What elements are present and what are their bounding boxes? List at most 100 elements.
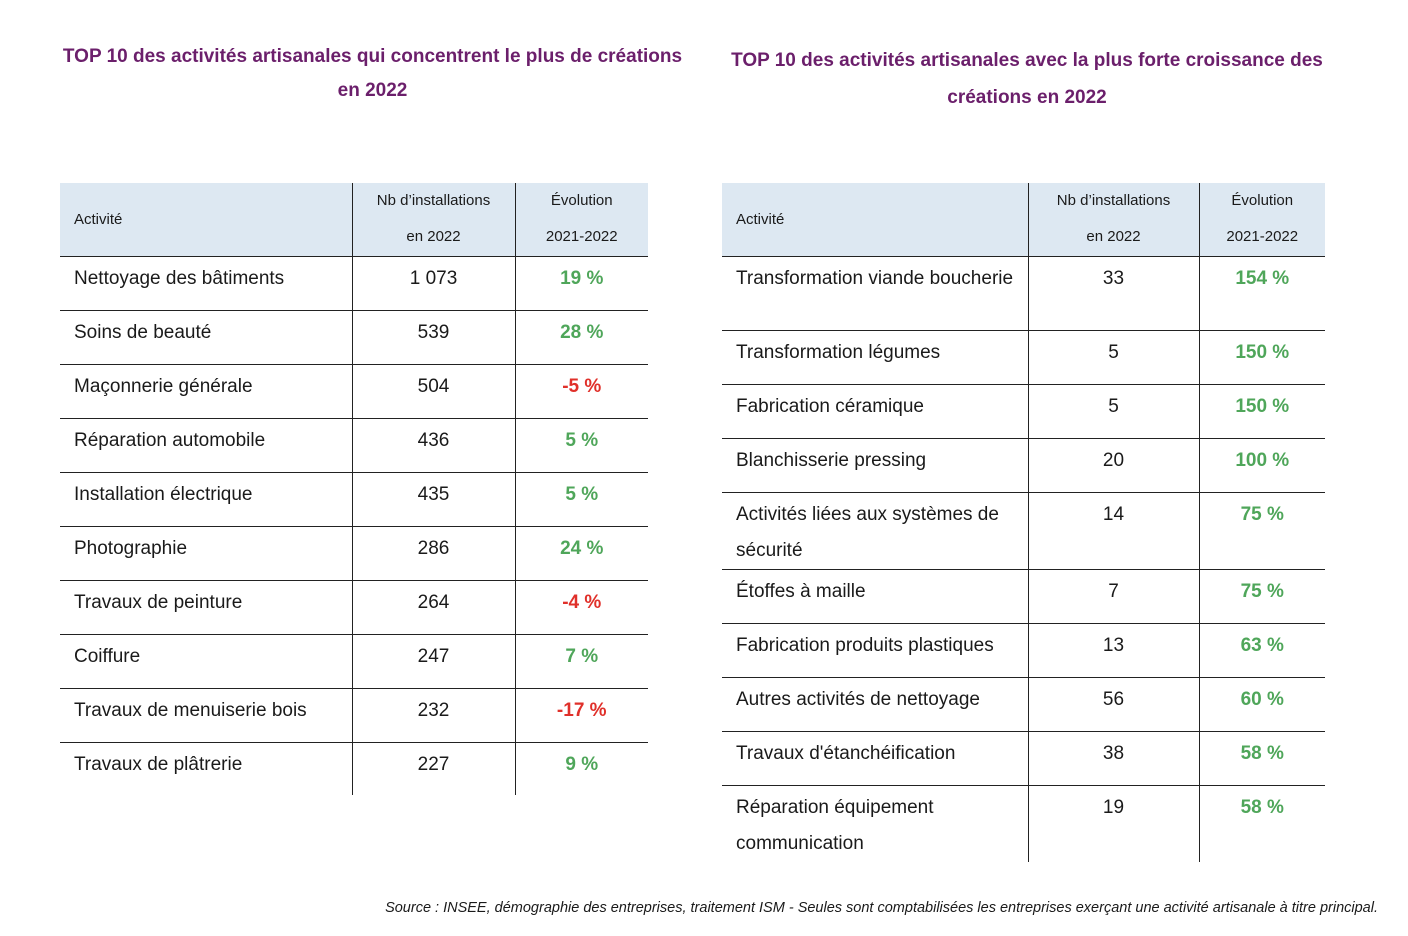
activity-cell: Transformation légumes [736, 341, 941, 363]
activity-cell: Activités liées aux systèmes de sécurité [736, 503, 999, 561]
table-row: Coiffure 247 7 % [60, 634, 648, 688]
evolution-cell: 75 % [1198, 492, 1325, 569]
evolution-cell: -17 % [514, 688, 648, 742]
right-table-header-row: Activité Nb d’installations en 2022 Évolu… [722, 183, 1325, 256]
activity-cell: Travaux d'étanchéification [736, 742, 956, 764]
activity-cell: Blanchisserie pressing [736, 449, 927, 471]
activity-cell: Étoffes à maille [736, 580, 866, 602]
count-cell: 1 073 [351, 256, 515, 310]
table-row: Travaux d'étanchéification 38 58 % [722, 731, 1325, 785]
activity-cell: Fabrication produits plastiques [736, 634, 994, 656]
evolution-cell: 58 % [1198, 785, 1325, 862]
activity-cell: Réparation automobile [74, 429, 266, 451]
count-cell: 286 [351, 526, 515, 580]
evolution-cell: 63 % [1198, 623, 1325, 677]
table-row: Photographie 286 24 % [60, 526, 648, 580]
table-row: Travaux de plâtrerie 227 9 % [60, 742, 648, 795]
count-cell: 232 [351, 688, 515, 742]
header-count: Nb d’installations en 2022 [351, 183, 515, 256]
count-cell: 435 [351, 472, 515, 526]
count-cell: 33 [1027, 256, 1199, 330]
evolution-cell: 5 % [514, 472, 648, 526]
count-cell: 14 [1027, 492, 1199, 569]
header-count-line2: en 2022 [1086, 228, 1141, 246]
table-row: Soins de beauté 539 28 % [60, 310, 648, 364]
evolution-cell: 19 % [514, 256, 648, 310]
table-row: Fabrication produits plastiques 13 63 % [722, 623, 1325, 677]
count-cell: 13 [1027, 623, 1199, 677]
activity-cell: Travaux de plâtrerie [74, 753, 243, 775]
header-evolution-line1: Évolution [1231, 192, 1294, 210]
count-cell: 7 [1027, 569, 1199, 623]
evolution-cell: 28 % [514, 310, 648, 364]
activity-cell: Autres activités de nettoyage [736, 688, 980, 710]
table-row: Autres activités de nettoyage 56 60 % [722, 677, 1325, 731]
table-row: Réparation équipement communication 19 58 … [722, 785, 1325, 862]
header-evolution: Évolution 2021-2022 [1198, 183, 1325, 256]
header-evolution-line1: Évolution [550, 192, 613, 210]
count-cell: 227 [351, 742, 515, 795]
activity-cell: Réparation équipement communication [736, 796, 934, 854]
table-row: Installation électrique 435 5 % [60, 472, 648, 526]
count-cell: 539 [351, 310, 515, 364]
table-row: Travaux de peinture 264 -4 % [60, 580, 648, 634]
evolution-cell: 154 % [1198, 256, 1325, 330]
evolution-cell: -4 % [514, 580, 648, 634]
right-table: Activité Nb d’installations en 2022 Évolu… [722, 183, 1325, 862]
count-cell: 264 [351, 580, 515, 634]
left-table-title: TOP 10 des activités artisanales qui con… [62, 46, 683, 101]
count-cell: 5 [1027, 330, 1199, 384]
count-cell: 56 [1027, 677, 1199, 731]
evolution-cell: 9 % [514, 742, 648, 795]
evolution-cell: 75 % [1198, 569, 1325, 623]
table-row: Maçonnerie générale 504 -5 % [60, 364, 648, 418]
count-cell: 38 [1027, 731, 1199, 785]
activity-cell: Maçonnerie générale [74, 375, 253, 397]
header-evolution-line2: 2021-2022 [545, 228, 618, 246]
activity-cell: Coiffure [74, 645, 141, 667]
left-table-header-row: Activité Nb d’installations en 2022 Évolu… [60, 183, 648, 256]
count-cell: 247 [351, 634, 515, 688]
table-row: Réparation automobile 436 5 % [60, 418, 648, 472]
table-row: Étoffes à maille 7 75 % [722, 569, 1325, 623]
activity-cell: Installation électrique [74, 483, 253, 505]
header-evolution-line2: 2021-2022 [1226, 228, 1299, 246]
count-cell: 19 [1027, 785, 1199, 862]
header-count-line1: Nb d’installations [1056, 192, 1171, 210]
table-row: Blanchisserie pressing 20 100 % [722, 438, 1325, 492]
evolution-cell: 24 % [514, 526, 648, 580]
activity-cell: Fabrication céramique [736, 395, 924, 417]
activity-cell: Nettoyage des bâtiments [74, 267, 285, 289]
table-row: Activités liées aux systèmes de sécurité… [722, 492, 1325, 569]
count-cell: 504 [351, 364, 515, 418]
evolution-cell: 100 % [1198, 438, 1325, 492]
table-row: Nettoyage des bâtiments 1 073 19 % [60, 256, 648, 310]
activity-cell: Photographie [74, 537, 188, 559]
count-cell: 20 [1027, 438, 1199, 492]
activity-cell: Transformation viande boucherie [736, 267, 1014, 289]
table-row: Transformation viande boucherie 33 154 % [722, 256, 1325, 330]
left-table-body: Nettoyage des bâtiments 1 073 19 % Soins de… [60, 256, 648, 795]
right-table-body: Transformation viande boucherie 33 154 % Tr… [722, 256, 1325, 862]
evolution-cell: 5 % [514, 418, 648, 472]
header-activity: Activité [722, 183, 1028, 256]
evolution-cell: 60 % [1198, 677, 1325, 731]
activity-cell: Soins de beauté [74, 321, 212, 343]
header-count-line2: en 2022 [406, 228, 461, 246]
evolution-cell: 150 % [1198, 384, 1325, 438]
evolution-cell: 150 % [1198, 330, 1325, 384]
header-activity: Activité [60, 183, 352, 256]
table-row: Travaux de menuiserie bois 232 -17 % [60, 688, 648, 742]
header-count: Nb d’installations en 2022 [1027, 183, 1199, 256]
evolution-cell: -5 % [514, 364, 648, 418]
left-table: Activité Nb d’installations en 2022 Évolu… [60, 183, 648, 795]
count-cell: 5 [1027, 384, 1199, 438]
source-note: Source : INSEE, démographie des entrepri… [385, 900, 1378, 916]
count-cell: 436 [351, 418, 515, 472]
header-count-line1: Nb d’installations [376, 192, 491, 210]
evolution-cell: 7 % [514, 634, 648, 688]
activity-cell: Travaux de menuiserie bois [74, 699, 307, 721]
evolution-cell: 58 % [1198, 731, 1325, 785]
header-evolution: Évolution 2021-2022 [514, 183, 648, 256]
